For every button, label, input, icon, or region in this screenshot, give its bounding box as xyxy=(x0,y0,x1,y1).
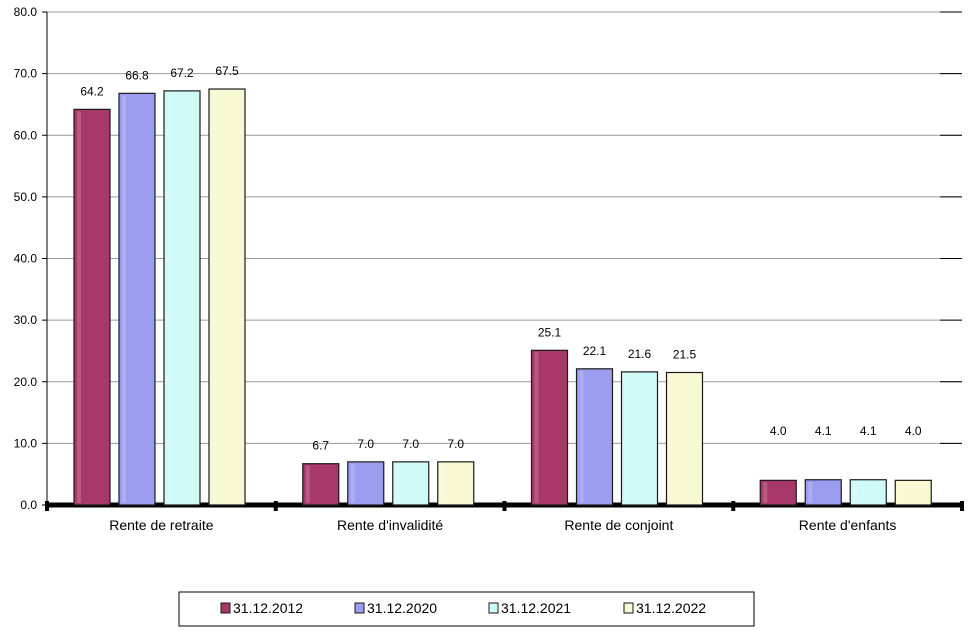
bar-highlight xyxy=(305,465,310,503)
data-label: 7.0 xyxy=(447,437,464,451)
bar xyxy=(665,371,704,506)
legend-label: 31.12.2021 xyxy=(501,600,571,616)
x-category-label: Rente d'invalidité xyxy=(337,517,443,533)
axes: 0.0 10.0 20.0 30.0 40.0 50.0 60.0 70.0 80.0 Rente… xyxy=(14,5,964,533)
y-tick-label: 80.0 xyxy=(14,5,38,19)
bar xyxy=(163,90,201,506)
legend-label: 31.12.2022 xyxy=(636,600,706,616)
bar xyxy=(620,371,659,506)
data-label: 7.0 xyxy=(357,437,374,451)
y-tick-label: 70.0 xyxy=(14,67,38,81)
data-labels: 64.2 66.8 67.2 67.5 6.7 7.0 7.0 7.0 25.1 22.1 21.6… xyxy=(80,64,922,453)
x-category-label: Rente de conjoint xyxy=(564,517,673,533)
data-label: 25.1 xyxy=(538,325,562,339)
y-tick-label: 20.0 xyxy=(14,375,38,389)
bar-highlight xyxy=(440,463,445,503)
data-label: 21.5 xyxy=(673,348,697,362)
bar-highlight xyxy=(898,482,903,503)
bar-highlight xyxy=(579,370,584,503)
bar xyxy=(118,92,156,506)
y-tick-label: 50.0 xyxy=(14,190,38,204)
bar xyxy=(73,108,111,506)
legend-swatch xyxy=(220,602,231,614)
data-label: 4.1 xyxy=(860,424,877,438)
data-label: 4.0 xyxy=(770,424,787,438)
bar-highlight xyxy=(808,481,813,503)
data-label: 67.5 xyxy=(215,64,239,78)
bar-highlight xyxy=(763,482,768,503)
legend-label: 31.12.2012 xyxy=(233,600,303,616)
bar-highlight xyxy=(122,95,126,503)
bar xyxy=(759,479,797,506)
bar xyxy=(302,463,340,506)
y-tick-label: 30.0 xyxy=(14,313,38,327)
legend-label: 31.12.2020 xyxy=(367,600,437,616)
bar xyxy=(894,479,932,506)
legend-swatch xyxy=(488,602,499,614)
y-tick-label: 60.0 xyxy=(14,128,38,142)
legend-swatch xyxy=(354,602,365,614)
y-tick-label: 0.0 xyxy=(20,498,37,512)
bar-highlight xyxy=(167,92,171,503)
data-label: 66.8 xyxy=(125,68,149,82)
bar-highlight xyxy=(395,463,400,503)
bar-highlight xyxy=(624,373,629,503)
bar xyxy=(208,88,246,506)
legend-box xyxy=(178,591,755,627)
bars xyxy=(73,88,932,506)
bar xyxy=(347,461,385,506)
data-label: 21.6 xyxy=(628,347,652,361)
x-category-label: Rente d'enfants xyxy=(799,517,897,533)
bar xyxy=(392,461,430,506)
x-category-label: Rente de retraite xyxy=(109,517,213,533)
legend: 31.12.2012 31.12.2020 31.12.2021 31.12.2022 xyxy=(178,591,755,627)
data-label: 4.0 xyxy=(905,424,922,438)
data-label: 67.2 xyxy=(170,66,194,80)
bar-highlight xyxy=(853,481,858,503)
data-label: 6.7 xyxy=(312,439,329,453)
bar xyxy=(437,461,475,506)
bar-highlight xyxy=(534,352,539,503)
legend-swatch xyxy=(623,602,634,614)
bar-highlight xyxy=(350,463,355,503)
bar xyxy=(530,349,569,506)
bar-highlight xyxy=(669,374,674,503)
y-tick-label: 40.0 xyxy=(14,252,38,266)
data-label: 64.2 xyxy=(80,84,104,98)
data-label: 4.1 xyxy=(815,424,832,438)
y-tick-label: 10.0 xyxy=(14,436,38,450)
data-label: 22.1 xyxy=(583,344,607,358)
data-label: 7.0 xyxy=(402,437,419,451)
bar-highlight xyxy=(77,111,81,504)
bar-highlight xyxy=(212,91,216,503)
bar xyxy=(804,479,842,506)
bar xyxy=(849,479,887,506)
bar xyxy=(575,368,614,506)
